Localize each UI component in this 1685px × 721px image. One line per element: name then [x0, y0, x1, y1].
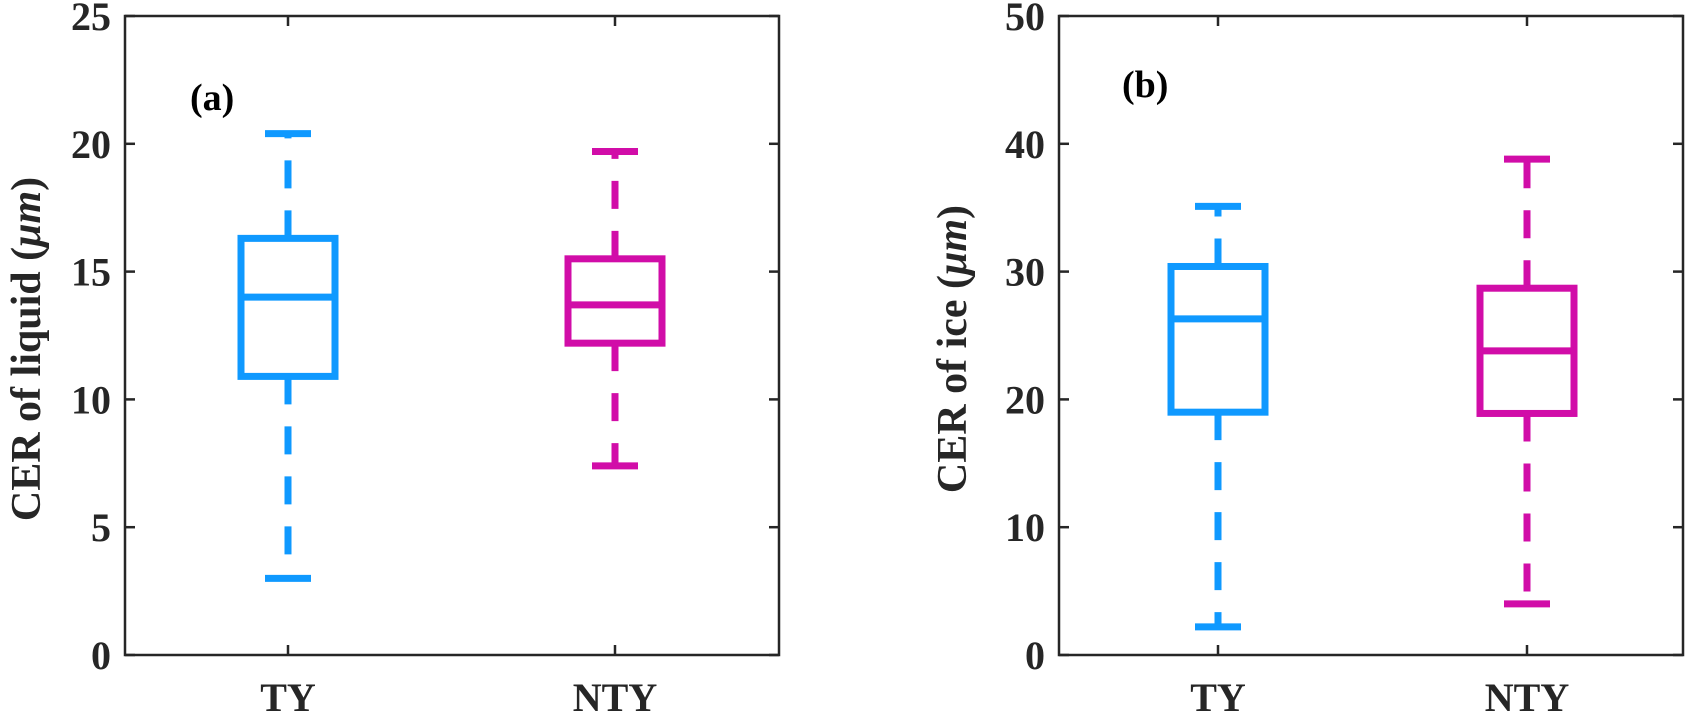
y-axis-label: CER of liquid (μm) — [4, 177, 50, 521]
y-tick-label: 0 — [1025, 633, 1045, 678]
y-axis-label-text: CER of liquid ( — [4, 247, 50, 521]
y-axis-label: CER of ice (μm) — [930, 205, 976, 493]
x-tick-label: NTY — [1485, 675, 1570, 720]
panel-b: 0 10 20 30 40 50 TY NTY CER of ice (μm) (b) — [930, 0, 1685, 720]
y-tick-label: 0 — [91, 633, 111, 678]
iqr-box — [564, 255, 666, 347]
y-axis-label-close: ) — [930, 205, 976, 219]
iqr-box — [1167, 262, 1269, 416]
y-tick-label: 15 — [71, 250, 111, 295]
y-tick-label: 20 — [1005, 377, 1045, 422]
panel-label: (b) — [1122, 64, 1168, 106]
panel-label: (a) — [190, 77, 234, 119]
x-tick-label: TY — [260, 675, 316, 720]
y-axis-label-text: CER of ice ( — [930, 275, 976, 493]
box-nty — [564, 147, 666, 470]
x-tick-label: NTY — [573, 675, 658, 720]
y-axis-label-unit: μm — [4, 191, 50, 249]
y-tick-label: 10 — [71, 377, 111, 422]
box-ty — [237, 130, 339, 582]
y-axis-label-unit: μm — [930, 219, 976, 277]
y-tick-label: 5 — [91, 505, 111, 550]
panel-a: 0 5 10 15 20 25 TY NTY CER of liquid (μm) (a) — [4, 0, 781, 720]
axes-frame — [1057, 14, 1685, 657]
box-ty — [1167, 202, 1269, 631]
x-tick-label: TY — [1190, 675, 1246, 720]
y-axis-label-close: ) — [4, 177, 50, 191]
y-tick-label: 40 — [1005, 122, 1045, 167]
y-tick-label: 25 — [71, 0, 111, 39]
y-tick-label: 30 — [1005, 250, 1045, 295]
y-tick-label: 20 — [71, 122, 111, 167]
y-tick-label: 50 — [1005, 0, 1045, 39]
axes-frame — [123, 14, 781, 657]
box-nty — [1476, 155, 1578, 608]
iqr-box — [237, 234, 339, 380]
y-tick-label: 10 — [1005, 505, 1045, 550]
